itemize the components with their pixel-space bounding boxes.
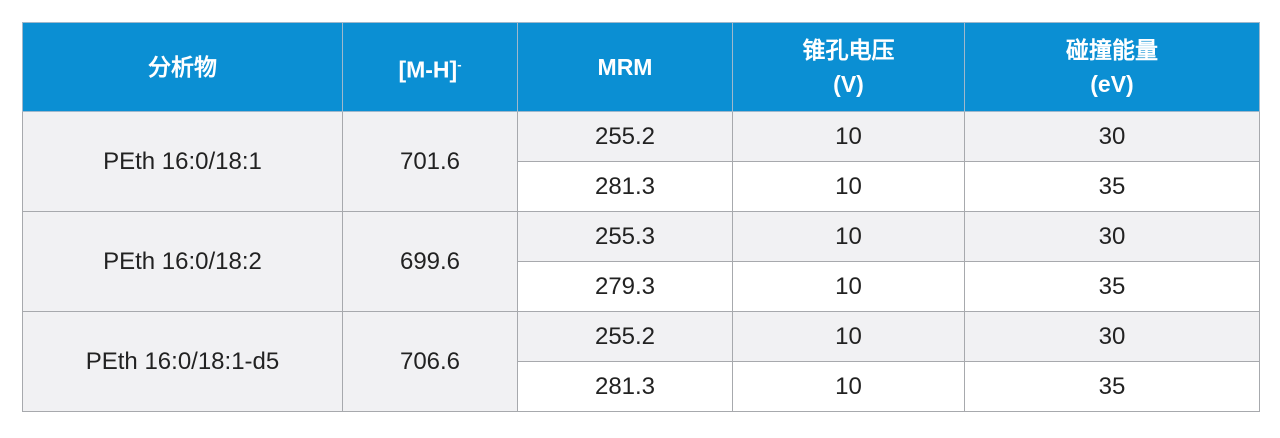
value-cell: 255.2 — [517, 311, 733, 362]
value-cell: 10 — [732, 361, 965, 412]
header-cell: [M-H]- — [342, 22, 518, 112]
value-cell: 35 — [964, 161, 1260, 212]
value-cell: 10 — [732, 211, 965, 262]
header-cell: 碰撞能量 (eV) — [964, 22, 1260, 112]
header-text: 锥孔电压 — [802, 37, 895, 63]
header-superscript: - — [457, 56, 462, 72]
value-cell: 35 — [964, 361, 1260, 412]
value-cell: 255.2 — [517, 111, 733, 162]
value-cell: 30 — [964, 111, 1260, 162]
table-row: PEth 16:0/18:1 701.6 255.2 10 30 — [22, 111, 1260, 212]
header-cell: 锥孔电压 (V) — [732, 22, 965, 112]
precursor-cell: 699.6 — [342, 211, 518, 312]
header-cell: MRM — [517, 22, 733, 112]
header-text: (eV) — [1090, 71, 1134, 97]
data-table: 分析物 [M-H]- MRM 锥孔电压 (V) 碰撞能量 (eV) PEth 16:0/18… — [22, 22, 1260, 412]
value-cell: 281.3 — [517, 361, 733, 412]
precursor-cell: 706.6 — [342, 311, 518, 412]
table-row: PEth 16:0/18:2 699.6 255.3 10 30 — [22, 211, 1260, 312]
value-cell: 10 — [732, 111, 965, 162]
header-text: 碰撞能量 — [1066, 37, 1158, 63]
header-text: 分析物 — [148, 54, 217, 80]
value-cell: 10 — [732, 261, 965, 312]
header-text: (V) — [833, 71, 864, 97]
precursor-cell: 701.6 — [342, 111, 518, 212]
value-cell: 10 — [732, 311, 965, 362]
header-row: 分析物 [M-H]- MRM 锥孔电压 (V) 碰撞能量 (eV) — [22, 22, 1260, 112]
value-cell: 30 — [964, 211, 1260, 262]
header-text: MRM — [597, 54, 653, 80]
value-cell: 279.3 — [517, 261, 733, 312]
table-row: 281.3 10 35 — [23, 161, 1260, 212]
analyte-cell: PEth 16:0/18:2 — [22, 211, 343, 312]
value-cell: 35 — [964, 261, 1260, 312]
value-cell: 10 — [732, 161, 965, 212]
value-cell: 281.3 — [517, 161, 733, 212]
value-cell: 255.3 — [517, 211, 733, 262]
header-cell: 分析物 — [22, 22, 343, 112]
table-row: 281.3 10 35 — [23, 361, 1260, 412]
table-container: 分析物 [M-H]- MRM 锥孔电压 (V) 碰撞能量 (eV) PEth 16:0/18… — [22, 22, 1260, 412]
analyte-cell: PEth 16:0/18:1-d5 — [22, 311, 343, 412]
table-row: 279.3 10 35 — [23, 261, 1260, 312]
table-body: PEth 16:0/18:1 701.6 255.2 10 30 281.3 10 35 PEt… — [22, 111, 1260, 412]
header-text: [M-H] — [398, 56, 458, 83]
value-cell: 30 — [964, 311, 1260, 362]
table-row: PEth 16:0/18:1-d5 706.6 255.2 10 30 — [22, 311, 1260, 412]
analyte-cell: PEth 16:0/18:1 — [22, 111, 343, 212]
